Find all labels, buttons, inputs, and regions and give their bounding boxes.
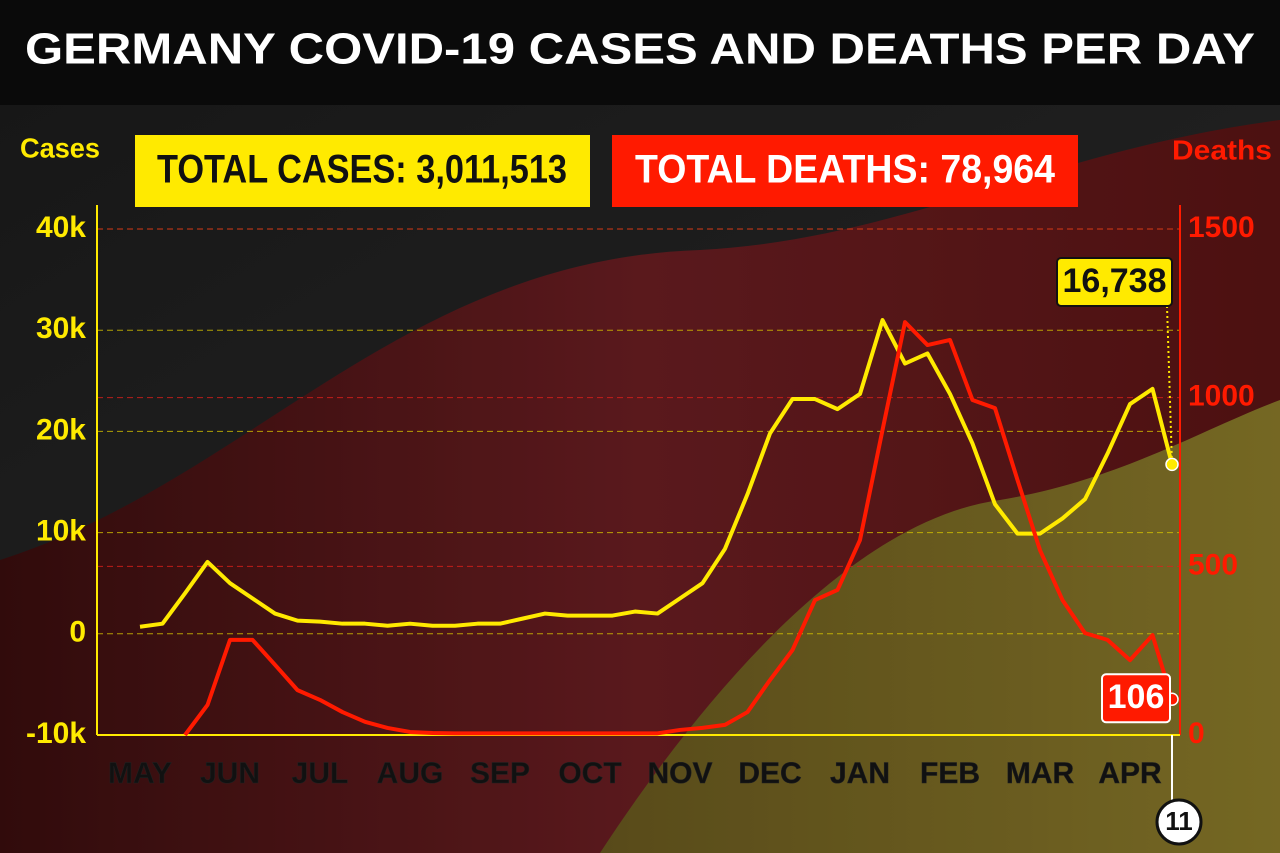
end-point <box>1165 457 1179 472</box>
value-label-box <box>1056 257 1173 307</box>
y-tick-label: 30k <box>36 312 86 345</box>
y-tick-label: 20k <box>36 413 86 446</box>
label-leader <box>1166 305 1173 465</box>
y2-axis-title: Deaths <box>1172 134 1272 165</box>
x-tick-label: MAR <box>1006 757 1075 790</box>
y-tick-label: 40k <box>36 211 86 244</box>
chart-title: GERMANY COVID-19 CASES AND DEATHS PER DA… <box>25 25 1255 74</box>
y-tick-label: -10k <box>26 717 86 750</box>
end-marker-circle <box>1155 798 1203 846</box>
x-tick-label: OCT <box>558 757 621 790</box>
cases-total-box <box>135 135 590 207</box>
x-tick-label: APR <box>1098 757 1162 790</box>
y2-tick-label: 0 <box>1188 717 1205 750</box>
x-tick-label: SEP <box>470 757 530 790</box>
x-tick-label: MAY <box>108 757 172 790</box>
x-tick-label: FEB <box>920 757 980 790</box>
cases-total: TOTAL CASES: 3,011,513 <box>157 148 567 192</box>
title-bar <box>0 0 1280 105</box>
flag-background <box>0 105 1280 853</box>
y-tick-label: 0 <box>69 616 86 649</box>
x-tick-label: AUG <box>377 757 444 790</box>
y2-tick-label: 500 <box>1188 548 1238 581</box>
deaths-total-box <box>612 135 1078 207</box>
y2-tick-label: 1500 <box>1188 211 1255 244</box>
x-tick-label: NOV <box>647 757 712 790</box>
x-tick-label: JUL <box>292 757 349 790</box>
value-label-box <box>1101 673 1171 724</box>
deaths-total: TOTAL DEATHS: 78,964 <box>635 148 1056 192</box>
x-tick-label: JAN <box>830 757 890 790</box>
x-tick-label: JUN <box>200 757 260 790</box>
x-tick-label: DEC <box>738 757 801 790</box>
series-line <box>183 320 1174 737</box>
value-label: 106 <box>1108 678 1165 716</box>
x-tick-label: 11 <box>1165 806 1193 836</box>
y-tick-label: 10k <box>36 515 86 548</box>
series-line <box>139 318 1174 629</box>
value-label: 16,738 <box>1063 262 1167 300</box>
y2-tick-label: 1000 <box>1188 380 1255 413</box>
y-axis-title: Cases <box>20 132 100 163</box>
